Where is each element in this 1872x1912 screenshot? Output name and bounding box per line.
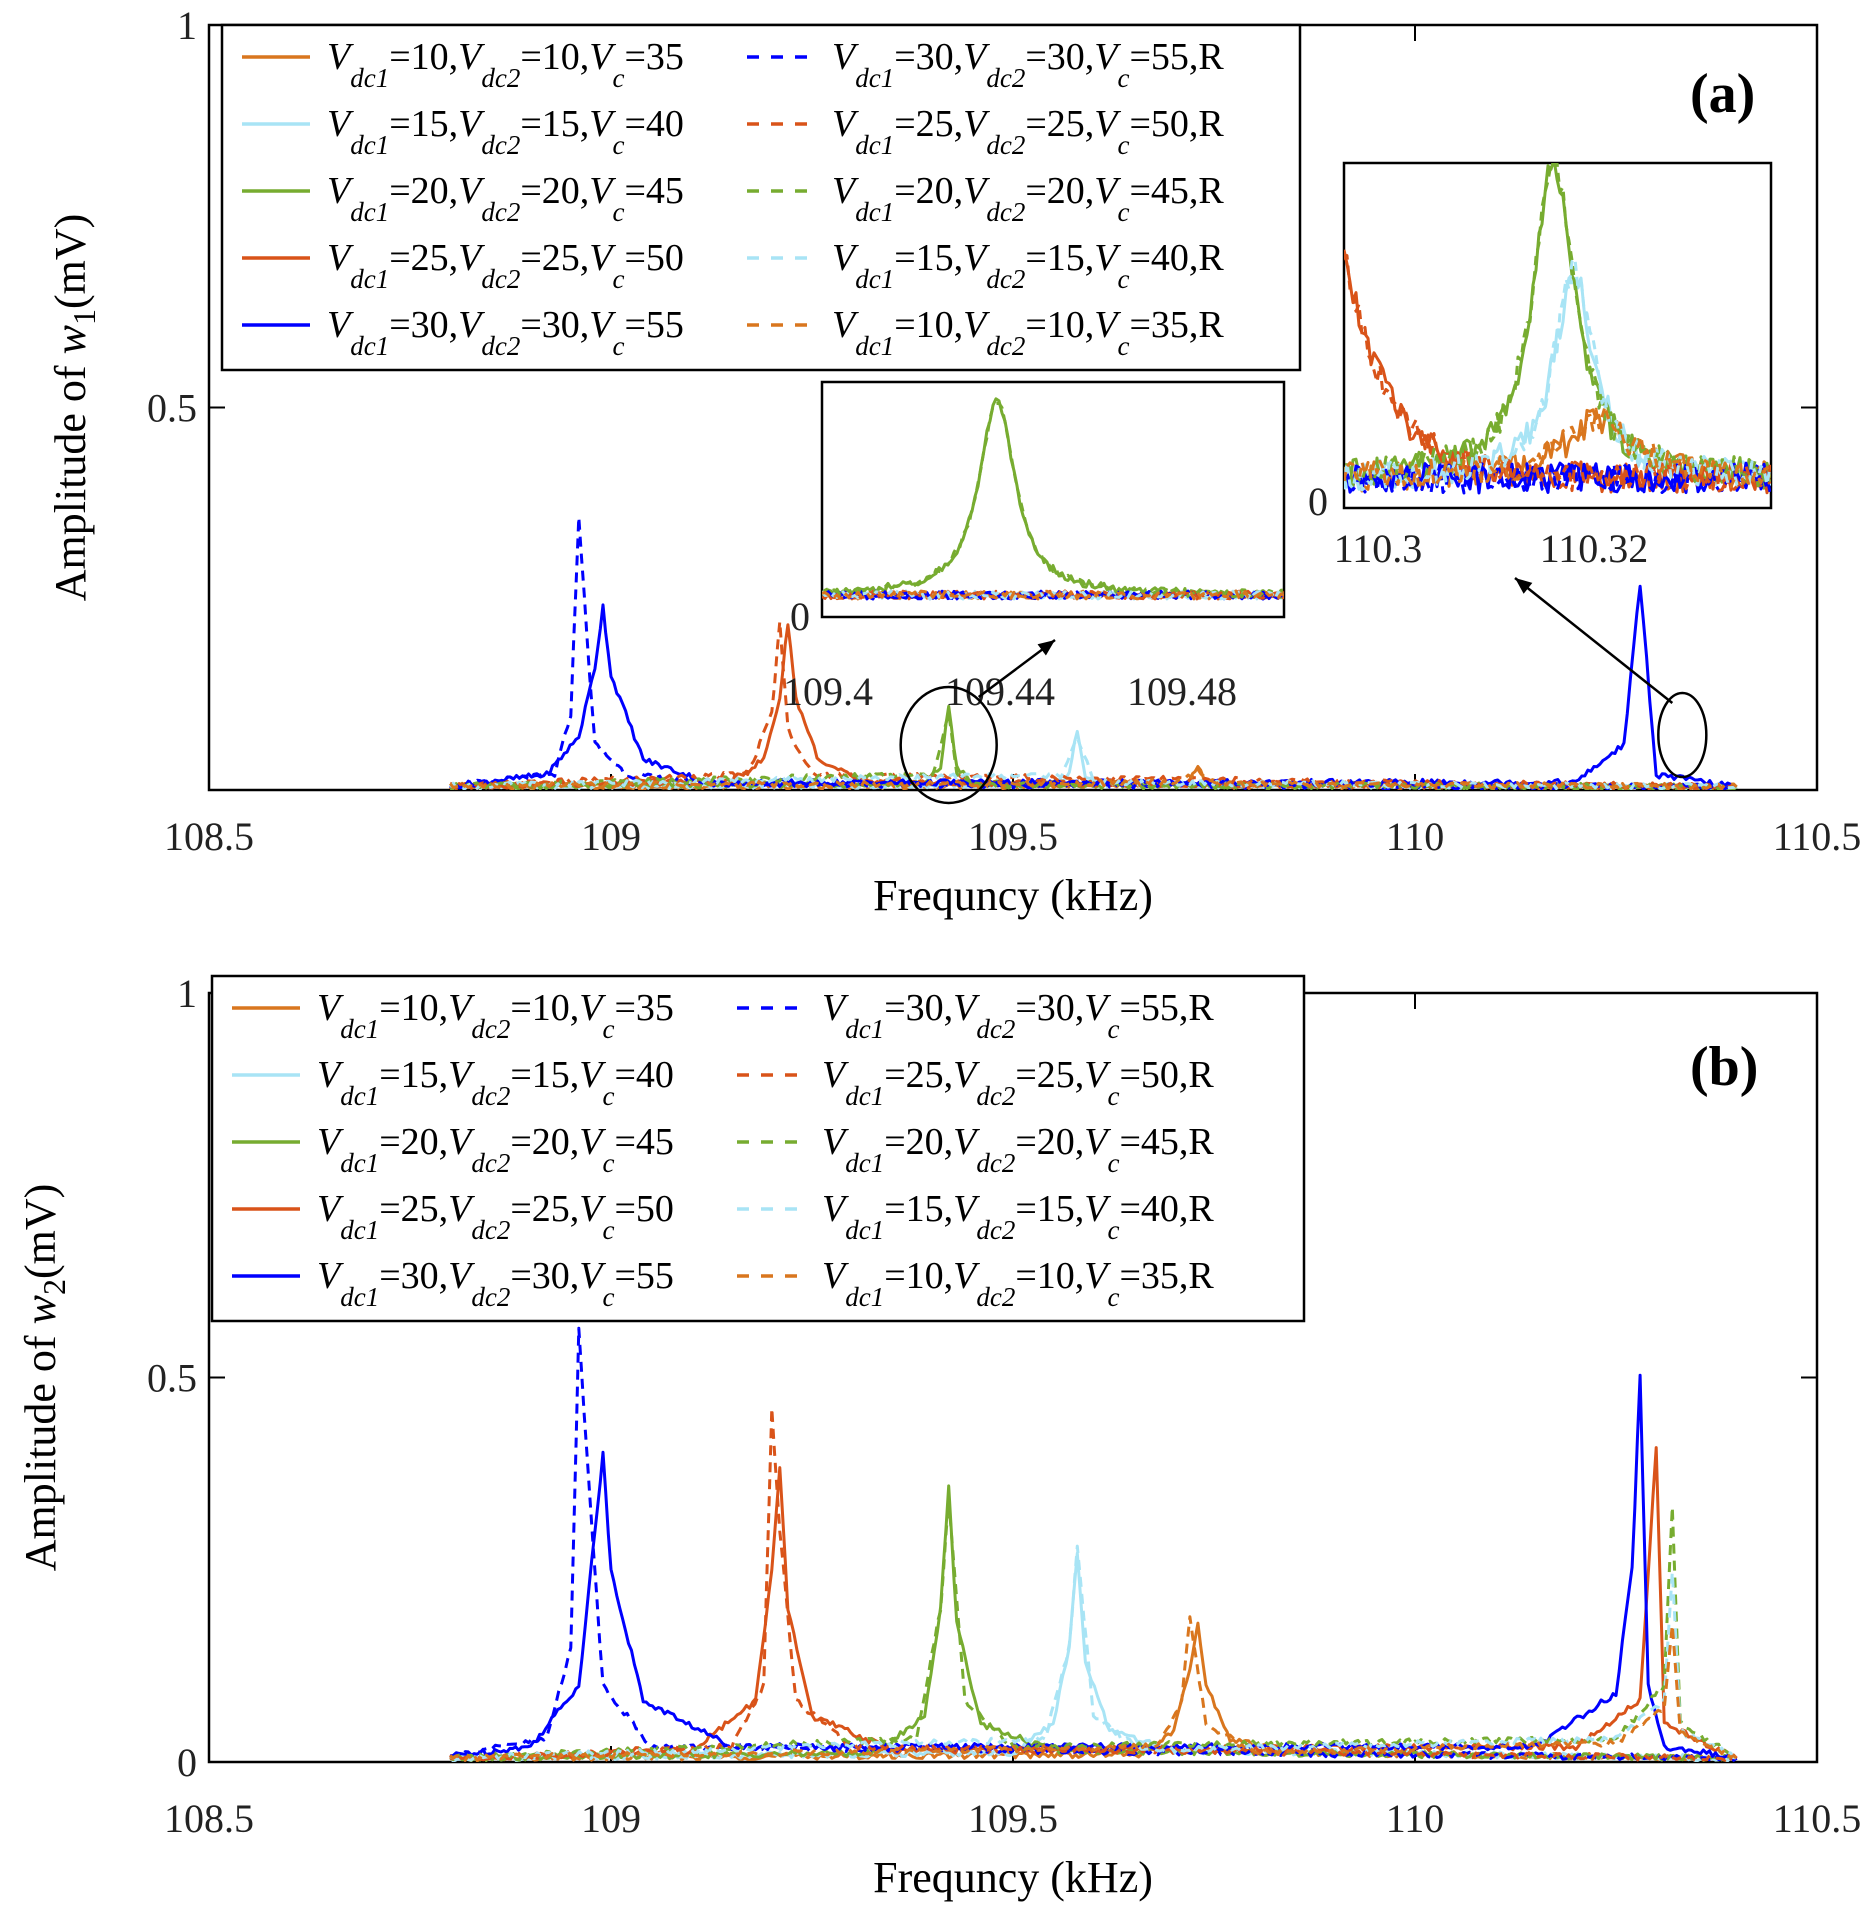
series-line [449, 1406, 1738, 1762]
legend: Vdc1=10,Vdc2=10,Vc=35 Vdc1=15,Vdc2=15,Vc=… [220, 23, 1302, 372]
legend-label: Vdc1=20,Vdc2=20,Vc=45,R [822, 1121, 1214, 1178]
series-line [449, 623, 1738, 790]
inset-series-line [1344, 405, 1771, 490]
x-tick-label: 108.5 [164, 814, 254, 859]
y-tick-label: 1 [177, 971, 197, 1016]
legend-label: Vdc1=30,Vdc2=30,Vc=55 [327, 304, 684, 361]
inset-y-tick-label: 0 [790, 594, 810, 639]
legend-frame [210, 974, 1306, 1323]
y-tick-label: 0.5 [147, 1356, 197, 1401]
legend-label: Vdc1=20,Vdc2=20,Vc=45,R [832, 170, 1224, 227]
series-line [449, 1484, 1738, 1762]
series-line [450, 1498, 1738, 1761]
legend-label: Vdc1=25,Vdc2=25,Vc=50 [327, 237, 684, 294]
inset-series-line [822, 589, 1284, 601]
legend-label: Vdc1=30,Vdc2=30,Vc=55 [317, 1255, 674, 1312]
series-line [449, 1544, 1737, 1762]
y-axis-label: Amplitude of w2(mV) [16, 1184, 72, 1572]
panel-a: 108.5 109 109.5 110 110.5 0.5 1 Frequncy (kHz) A… [46, 3, 1861, 920]
series-line [449, 620, 1738, 790]
legend-label: Vdc1=30,Vdc2=30,Vc=55,R [832, 36, 1224, 93]
inset-series-line [1344, 257, 1771, 492]
inset-traces [822, 397, 1284, 601]
x-tick-label: 109 [581, 1796, 641, 1841]
legend-label: Vdc1=15,Vdc2=15,Vc=40 [327, 103, 684, 160]
series-line [449, 767, 1738, 790]
series-line [449, 1615, 1738, 1762]
legend-frame [220, 23, 1302, 372]
inset-frame [820, 380, 1286, 619]
zoom-arrow-head [1037, 640, 1055, 656]
legend-label: Vdc1=20,Vdc2=20,Vc=45 [327, 170, 684, 227]
legend-label: Vdc1=25,Vdc2=25,Vc=50 [317, 1188, 674, 1245]
inset-y-tick-label: 0 [1308, 479, 1328, 524]
legend: Vdc1=10,Vdc2=10,Vc=35 Vdc1=15,Vdc2=15,Vc=… [210, 974, 1306, 1323]
x-tick-label: 109.5 [968, 814, 1058, 859]
inset-series-line [1344, 461, 1771, 495]
legend-label: Vdc1=15,Vdc2=15,Vc=40,R [822, 1188, 1214, 1245]
x-tick-label: 110.5 [1773, 814, 1862, 859]
y-axis-label: Amplitude of w1(mV) [46, 214, 102, 602]
x-tick-label: 109.5 [968, 1796, 1058, 1841]
zoom-arrow [1514, 577, 1674, 704]
zoom-arrow-head [1515, 578, 1533, 594]
inset-x-tick-label: 110.32 [1540, 526, 1649, 571]
legend-label: Vdc1=15,Vdc2=15,Vc=40 [317, 1054, 674, 1111]
traces [448, 515, 1738, 790]
y-tick-label: 0 [177, 1740, 197, 1785]
x-tick-label: 109 [581, 814, 641, 859]
inset-x-tick-label: 109.4 [783, 669, 873, 714]
legend-label: Vdc1=25,Vdc2=25,Vc=50,R [822, 1054, 1214, 1111]
zoom-circle [899, 685, 998, 805]
panel-tag: (b) [1690, 1036, 1758, 1098]
legend-label: Vdc1=25,Vdc2=25,Vc=50,R [832, 103, 1224, 160]
legend-label: Vdc1=15,Vdc2=15,Vc=40,R [832, 237, 1224, 294]
x-tick-label: 110 [1386, 1796, 1445, 1841]
legend-label: Vdc1=30,Vdc2=30,Vc=55,R [822, 987, 1214, 1044]
legend-label: Vdc1=10,Vdc2=10,Vc=35 [327, 36, 684, 93]
inset-x-tick-label: 109.44 [945, 669, 1055, 714]
y-tick-label: 1 [177, 3, 197, 48]
inset-series-line [822, 401, 1284, 599]
zoom-circle [1657, 691, 1708, 779]
legend-label: Vdc1=10,Vdc2=10,Vc=35 [317, 987, 674, 1044]
inset-x-tick-label: 110.3 [1334, 526, 1423, 571]
panel-b: 108.5 109 109.5 110 110.5 0 0.5 1 Frequncy (kHz)… [16, 971, 1861, 1902]
y-tick-label: 0.5 [147, 386, 197, 431]
legend-label: Vdc1=20,Vdc2=20,Vc=45 [317, 1121, 674, 1178]
legend-label: Vdc1=10,Vdc2=10,Vc=35,R [832, 304, 1224, 361]
series-line [449, 736, 1737, 790]
x-tick-label: 110.5 [1773, 1796, 1862, 1841]
x-axis-label: Frequncy (kHz) [873, 871, 1153, 920]
x-tick-label: 108.5 [164, 1796, 254, 1841]
series-line [448, 1551, 1738, 1762]
panel-tag: (a) [1690, 63, 1755, 125]
inset-x-tick-label: 109.48 [1127, 669, 1237, 714]
inset-traces [1344, 163, 1771, 495]
traces [448, 1326, 1738, 1762]
x-axis-label: Frequncy (kHz) [873, 1853, 1153, 1902]
legend-label: Vdc1=10,Vdc2=10,Vc=35,R [822, 1255, 1214, 1312]
x-tick-label: 110 [1386, 814, 1445, 859]
